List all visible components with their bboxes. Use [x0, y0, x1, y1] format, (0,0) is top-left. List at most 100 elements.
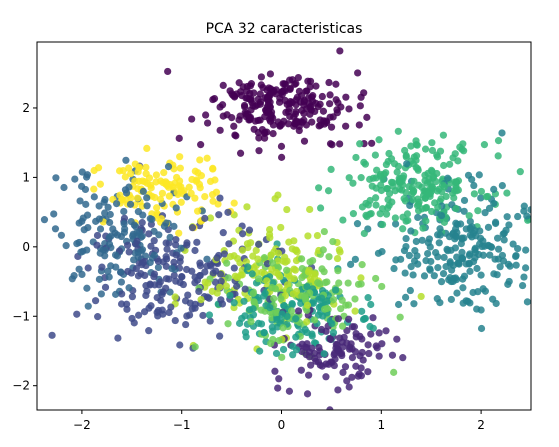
scatter-point [318, 92, 326, 101]
scatter-point [345, 105, 353, 113]
scatter-point [360, 89, 368, 97]
scatter-point [437, 195, 445, 203]
scatter-point [546, 237, 553, 244]
scatter-point [251, 102, 259, 110]
scatter-point [358, 203, 367, 211]
scatter-point [364, 368, 372, 376]
scatter-point [170, 165, 178, 173]
scatter-point [106, 218, 114, 227]
scatter-point [172, 241, 180, 249]
scatter-point [439, 270, 448, 278]
scatter-point [363, 113, 371, 121]
scatter-point [76, 197, 84, 205]
scatter-point [477, 187, 485, 196]
scatter-point [248, 270, 256, 278]
scatter-point [490, 270, 498, 278]
scatter-point [302, 121, 310, 129]
scatter-point [306, 205, 314, 214]
scatter-point [217, 296, 225, 304]
scatter-point [176, 341, 184, 349]
scatter-point [470, 181, 478, 190]
scatter-point [358, 348, 366, 357]
scatter-point [440, 161, 448, 170]
scatter-point [326, 140, 335, 148]
scatter-point [226, 253, 235, 261]
scatter-point [260, 254, 269, 262]
scatter-point [325, 360, 333, 368]
x-tick-label: −1 [173, 418, 191, 432]
scatter-point [534, 198, 541, 205]
scatter-point [278, 353, 286, 361]
scatter-point [197, 172, 206, 180]
scatter-point [80, 226, 88, 234]
scatter-point [297, 255, 306, 263]
scatter-point [157, 297, 165, 305]
scatter-point [333, 254, 342, 263]
scatter-point [155, 281, 163, 289]
scatter-point [73, 310, 81, 318]
scatter-point [260, 292, 268, 300]
scatter-point [332, 96, 340, 104]
scatter-point [459, 275, 467, 283]
scatter-point [120, 207, 128, 216]
scatter-point [292, 287, 301, 296]
scatter-point [342, 93, 350, 101]
scatter-point [269, 129, 277, 138]
scatter-point [287, 275, 295, 283]
scatter-point [188, 115, 196, 123]
scatter-point [348, 353, 357, 362]
scatter-point [466, 299, 474, 307]
scatter-point [536, 180, 543, 187]
scatter-point [134, 272, 143, 280]
scatter-point [379, 175, 387, 184]
scatter-point [320, 120, 329, 128]
scatter-point [216, 283, 224, 291]
scatter-point [52, 174, 60, 182]
scatter-point [498, 129, 506, 137]
scatter-point [402, 234, 410, 243]
scatter-point [139, 258, 147, 267]
scatter-point [127, 269, 135, 277]
scatter-point [40, 216, 49, 224]
scatter-point [423, 179, 432, 187]
scatter-point [494, 245, 503, 253]
scatter-point [277, 223, 285, 232]
scatter-point [279, 345, 288, 354]
scatter-point [475, 250, 483, 259]
scatter-point [162, 275, 171, 283]
scatter-point [503, 189, 511, 197]
scatter-point [283, 266, 291, 274]
scatter-point [78, 168, 86, 176]
scatter-point [452, 184, 460, 192]
scatter-point [466, 267, 474, 275]
scatter-point [457, 239, 465, 248]
scatter-point [283, 205, 291, 214]
scatter-point [485, 204, 494, 212]
scatter-point [402, 293, 410, 301]
scatter-point [224, 208, 232, 216]
scatter-point [309, 257, 317, 265]
scatter-point [274, 249, 283, 257]
scatter-point [123, 300, 131, 308]
scatter-point [329, 329, 338, 337]
scatter-point [4, 228, 11, 235]
scatter-point [344, 301, 353, 309]
scatter-point [445, 233, 454, 241]
scatter-point [384, 196, 392, 204]
scatter-point [183, 265, 191, 274]
scatter-point [305, 371, 313, 379]
scatter-point [142, 163, 150, 171]
scatter-point [202, 111, 210, 119]
scatter-point [209, 95, 217, 104]
scatter-point [276, 94, 284, 102]
y-tick-label: 1 [22, 170, 30, 184]
scatter-point [257, 306, 265, 314]
scatter-point [165, 308, 173, 317]
scatter-point [364, 294, 372, 302]
scatter-point [452, 233, 460, 241]
scatter-point [394, 127, 402, 135]
scatter-point [159, 288, 167, 296]
scatter-point [269, 121, 278, 129]
scatter-point [335, 246, 343, 254]
scatter-point [418, 236, 426, 244]
